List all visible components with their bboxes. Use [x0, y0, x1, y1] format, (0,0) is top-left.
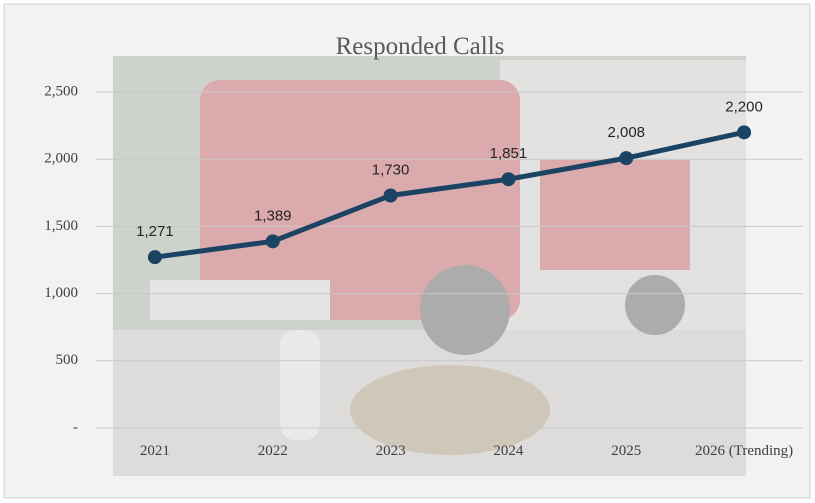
y-tick-label: 2,000: [44, 151, 78, 167]
data-label: 1,389: [254, 207, 292, 224]
x-tick-label: 2021: [105, 441, 205, 461]
chart-title: Responded Calls: [336, 33, 505, 60]
y-tick-label: 1,000: [44, 285, 78, 301]
data-label: 2,200: [725, 98, 763, 115]
background-photo: [113, 56, 746, 476]
data-point: [619, 151, 633, 165]
y-tick-label: 2,500: [44, 83, 78, 99]
y-tick-label: -: [73, 419, 78, 435]
data-point: [148, 250, 162, 264]
chart: Responded Calls - 500 1,000 1,500 2,000 2,500…: [0, 0, 815, 503]
y-tick-label: 1,500: [44, 218, 78, 234]
data-point: [384, 188, 398, 202]
data-point: [501, 172, 515, 186]
data-point: [737, 125, 751, 139]
x-tick-label: 2026 (Trending): [694, 441, 794, 461]
data-label: 1,271: [136, 223, 174, 240]
y-tick-label: 500: [56, 352, 79, 368]
x-tick-label: 2025: [576, 441, 676, 461]
data-label: 1,851: [490, 145, 528, 162]
x-tick-label: 2024: [458, 441, 558, 461]
data-point: [266, 234, 280, 248]
data-label: 1,730: [372, 161, 410, 178]
x-tick-label: 2022: [223, 441, 323, 461]
data-label: 2,008: [607, 124, 645, 141]
x-tick-label: 2023: [341, 441, 441, 461]
chart-container: Responded Calls - 500 1,000 1,500 2,000 2,500…: [0, 0, 815, 503]
